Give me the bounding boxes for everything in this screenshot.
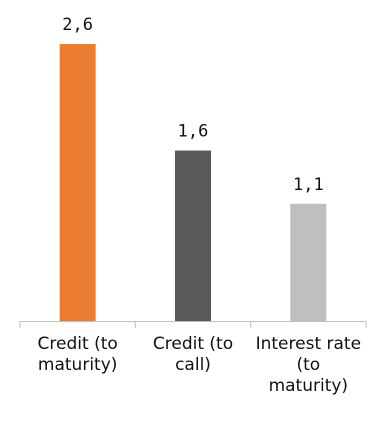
bars-group: [59, 44, 327, 321]
value-labels-group: 2,6 1,6 1,1: [62, 15, 323, 195]
category-label-line: Credit (to: [38, 334, 118, 354]
bar: [175, 150, 211, 321]
bar: [290, 203, 327, 321]
category-label-line: call): [175, 355, 211, 375]
category-label-line: Credit (to: [153, 334, 233, 354]
category-label-line: Interest rate: [256, 334, 361, 354]
bar: [59, 44, 96, 321]
bar-value-label: 1,6: [178, 122, 209, 142]
x-axis-ticks-group: [19, 321, 367, 328]
category-label: Interest rate (to maturity): [256, 334, 361, 396]
bar-value-label: 2,6: [62, 15, 93, 35]
category-label-line: maturity): [38, 355, 118, 375]
bar-value-label: 1,1: [293, 175, 324, 195]
category-labels-group: Credit (to maturity)Credit (to call)Intere…: [38, 334, 362, 396]
category-label-line: (to: [296, 355, 320, 375]
category-label-line: maturity): [269, 376, 349, 396]
category-label: Credit (to call): [153, 334, 233, 375]
category-label: Credit (to maturity): [38, 334, 118, 375]
